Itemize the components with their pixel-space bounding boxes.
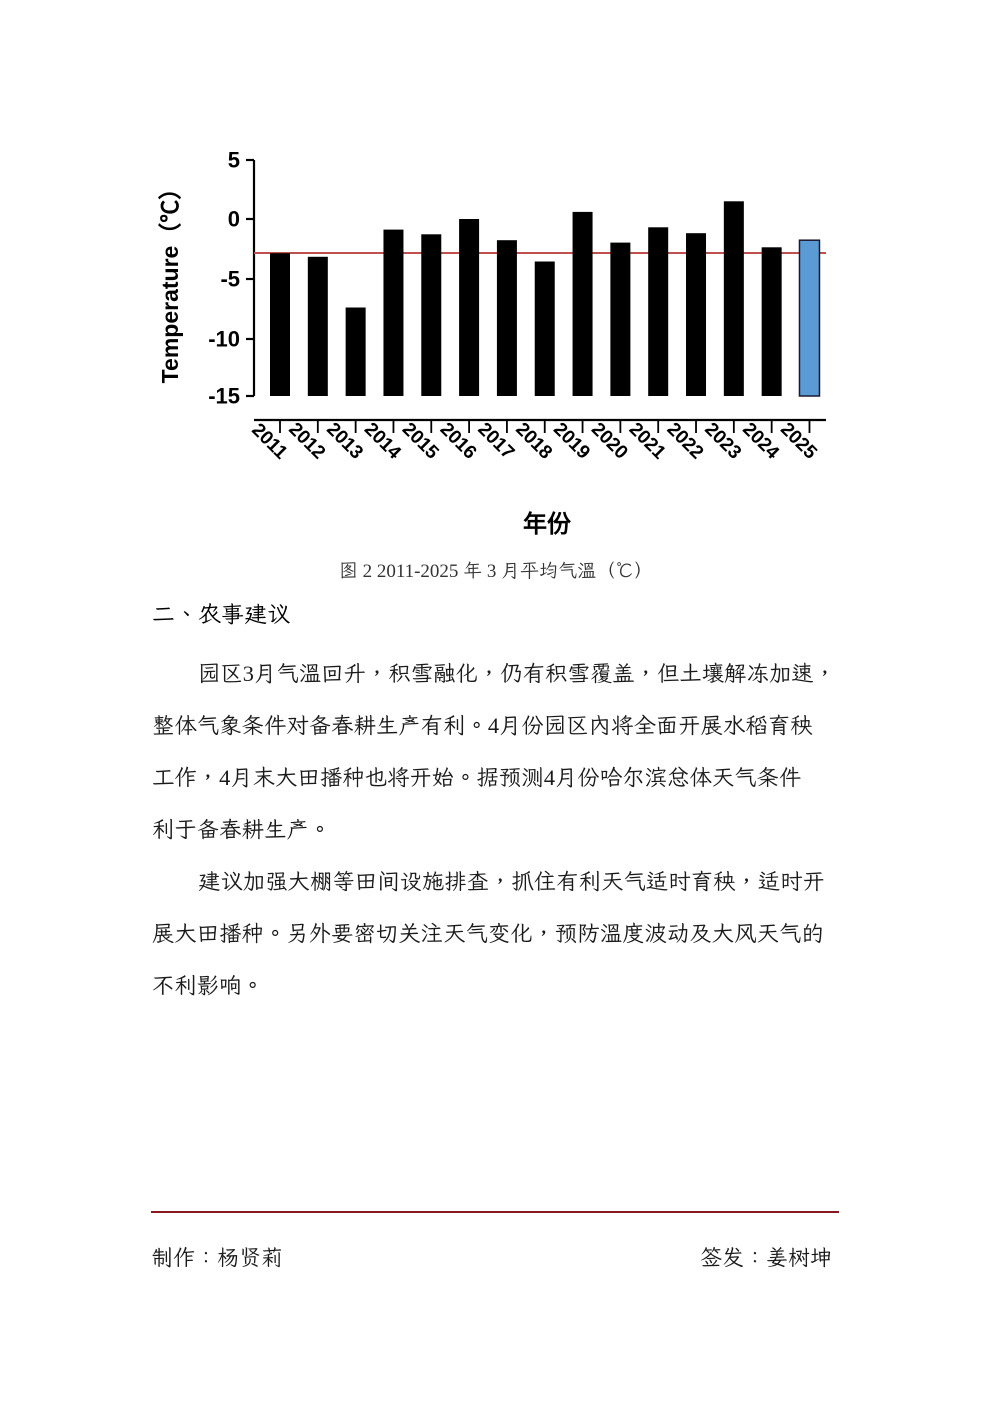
svg-text:2023: 2023 <box>700 419 745 464</box>
svg-text:年份: 年份 <box>523 510 572 538</box>
svg-text:2011: 2011 <box>247 420 291 464</box>
svg-text:2018: 2018 <box>511 419 556 464</box>
svg-text:2024: 2024 <box>738 419 783 464</box>
svg-text:0: 0 <box>228 207 240 232</box>
svg-text:5: 5 <box>228 148 240 173</box>
svg-text:2016: 2016 <box>436 419 481 464</box>
svg-text:2020: 2020 <box>587 419 632 464</box>
svg-text:2012: 2012 <box>284 419 329 464</box>
svg-text:-5: -5 <box>220 267 240 292</box>
svg-text:2025: 2025 <box>776 419 821 464</box>
svg-text:2021: 2021 <box>625 419 670 464</box>
svg-text:2017: 2017 <box>473 419 518 464</box>
svg-text:2019: 2019 <box>549 419 594 464</box>
svg-text:Temperature（℃）: Temperature（℃） <box>157 177 183 384</box>
svg-text:2014: 2014 <box>360 419 405 464</box>
svg-text:2022: 2022 <box>663 419 708 464</box>
svg-text:-10: -10 <box>208 327 240 352</box>
svg-text:2015: 2015 <box>398 419 443 464</box>
svg-text:2013: 2013 <box>322 419 367 464</box>
svg-text:-15: -15 <box>208 384 240 409</box>
